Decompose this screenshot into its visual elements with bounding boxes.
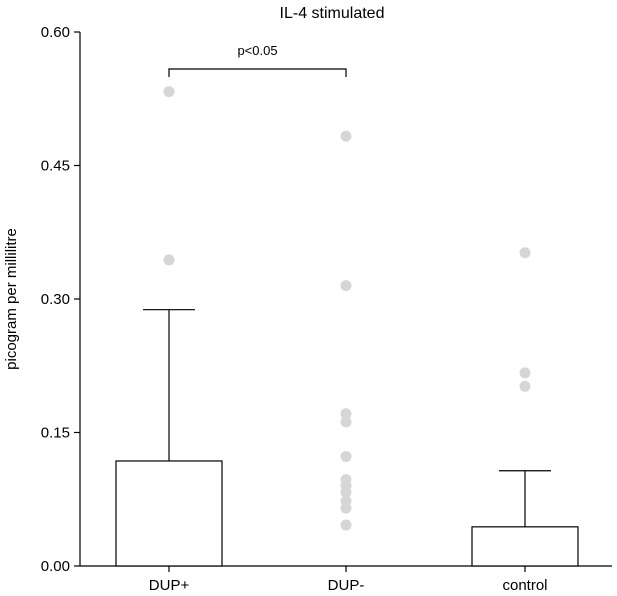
y-tick-label: 0.15	[41, 425, 70, 442]
data-point	[163, 254, 175, 266]
y-tick-label: 0.30	[41, 291, 70, 308]
data-point	[340, 519, 352, 531]
bar	[471, 526, 579, 567]
data-point	[340, 451, 352, 463]
significance-bracket	[168, 68, 347, 77]
y-tick-label: 0.45	[41, 158, 70, 175]
data-point	[163, 86, 175, 98]
data-point	[340, 502, 352, 514]
data-point	[340, 280, 352, 292]
bar	[115, 460, 223, 567]
y-tick-label: 0.00	[41, 558, 70, 575]
x-tick-label: DUP+	[149, 577, 190, 594]
data-point	[340, 408, 352, 420]
chart-title: IL-4 stimulated	[280, 5, 385, 22]
data-point	[519, 367, 531, 379]
data-point	[340, 486, 352, 498]
significance-label: p<0.05	[237, 43, 277, 58]
data-point	[340, 416, 352, 428]
data-point	[519, 380, 531, 392]
x-tick-label: DUP-	[328, 577, 365, 594]
x-tick-label: control	[502, 577, 547, 594]
y-axis-label: picogram per millilitre	[3, 228, 20, 370]
y-tick-label: 0.60	[41, 24, 70, 41]
data-point	[519, 247, 531, 259]
data-point	[340, 130, 352, 142]
plot-area: 0.00 0.15 0.30 0.45 0.60 DUP+ DUP-control p<0.0…	[41, 24, 612, 594]
